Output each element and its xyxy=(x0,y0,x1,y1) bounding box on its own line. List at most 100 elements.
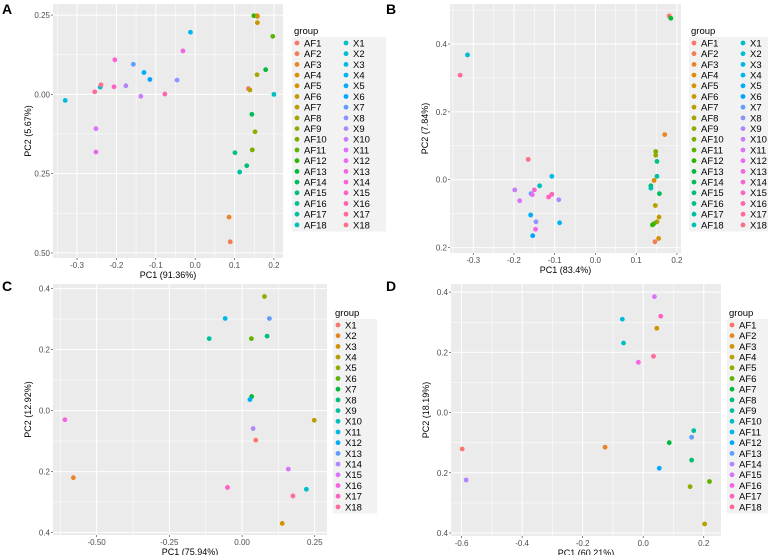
legend-key-icon xyxy=(343,40,349,46)
legend-key-icon xyxy=(335,376,341,381)
legend-key-icon xyxy=(691,94,697,99)
legend-label: X2 xyxy=(345,331,357,342)
legend-key-icon xyxy=(343,51,349,57)
data-point-X13 xyxy=(533,226,538,232)
legend-item-AF5: AF5 xyxy=(729,363,756,374)
legend-item-X6: X6 xyxy=(335,374,357,385)
legend-item-X4: X4 xyxy=(335,353,357,364)
data-point-AF1 xyxy=(459,446,465,452)
legend-key-icon xyxy=(335,365,341,371)
legend-item-X9: X9 xyxy=(740,124,762,135)
legend-item-X7: X7 xyxy=(335,385,357,396)
legend-item-AF17: AF17 xyxy=(691,210,724,221)
legend-key-icon xyxy=(294,62,300,67)
data-point-X11 xyxy=(517,198,523,204)
legend-label: X11 xyxy=(353,145,369,156)
data-point-X3 xyxy=(549,173,555,179)
legend-item-X13: X13 xyxy=(343,167,370,178)
legend-label: X10 xyxy=(750,135,767,146)
x-tick-label: -0.1 xyxy=(149,261,163,270)
panel-A: A -0.3 -0.2 -0.1 0.0 0.1 0.2 0.25 0.00 0.25 0.50 PC… xyxy=(2,1,386,280)
legend-label: X13 xyxy=(353,167,370,178)
legend-key-icon xyxy=(729,493,735,499)
legend-title: group xyxy=(729,308,753,319)
data-point-X1 xyxy=(253,437,259,443)
data-point-X9 xyxy=(206,336,212,341)
legend-key-icon xyxy=(729,322,735,328)
legend-label: X18 xyxy=(353,220,370,231)
data-point-X18 xyxy=(98,82,104,88)
legend-item-X9: X9 xyxy=(335,406,357,417)
legend-key-icon xyxy=(740,222,746,228)
data-point-AF7 xyxy=(247,87,253,93)
legend-label: X4 xyxy=(345,353,357,364)
legend-key-icon xyxy=(691,126,697,131)
data-point-AF16 xyxy=(654,159,660,164)
y-tick-label: 0.2 xyxy=(436,108,448,117)
legend-item-AF11: AF11 xyxy=(294,145,326,156)
data-point-AF2 xyxy=(602,444,608,450)
legend-key-icon xyxy=(294,126,300,131)
legend-key-icon xyxy=(691,222,697,228)
data-point-X18 xyxy=(525,156,531,162)
data-point-AF6 xyxy=(707,479,712,484)
data-point-AF5 xyxy=(687,484,693,490)
y-tick-label: 0.2 xyxy=(437,469,449,478)
legend-key-icon xyxy=(740,62,746,67)
legend-label: X10 xyxy=(353,135,370,146)
data-point-X9 xyxy=(123,83,129,89)
data-point-X14 xyxy=(112,57,118,63)
legend-key-icon xyxy=(740,158,746,164)
legend-item-AF18: AF18 xyxy=(691,220,724,231)
x-tick-label: -0.2 xyxy=(507,256,521,265)
legend-label: AF1 xyxy=(304,38,321,49)
legend-key-icon xyxy=(729,397,735,403)
legend-label: AF3 xyxy=(739,342,756,353)
legend-label: X16 xyxy=(750,199,767,210)
legend-label: X12 xyxy=(345,438,362,449)
y-tick-label: 0.4 xyxy=(437,529,449,538)
legend-key-icon xyxy=(740,201,746,206)
legend-item-X8: X8 xyxy=(740,113,762,124)
data-point-AF10 xyxy=(621,340,626,346)
legend-item-X10: X10 xyxy=(343,135,370,146)
legend-label: X1 xyxy=(750,38,762,49)
legend-label: AF2 xyxy=(739,331,756,342)
legend-item-X11: X11 xyxy=(343,145,369,156)
data-point-AF15 xyxy=(652,294,657,300)
legend-label: X6 xyxy=(750,92,762,103)
legend-key-icon xyxy=(335,386,341,392)
legend-label: AF1 xyxy=(739,320,756,331)
legend-key-icon xyxy=(740,83,746,89)
legend-key-icon xyxy=(729,376,735,381)
legend-key-icon xyxy=(729,418,735,424)
legend-key-icon xyxy=(343,104,349,110)
legend-item-AF6: AF6 xyxy=(691,92,718,103)
plot-background xyxy=(53,284,327,535)
legend-key-background xyxy=(292,37,386,232)
legend-key-icon xyxy=(335,408,341,413)
legend-label: X2 xyxy=(353,49,365,60)
data-point-AF13 xyxy=(689,434,695,440)
legend-label: AF6 xyxy=(304,92,321,103)
legend-item-AF6: AF6 xyxy=(729,374,756,385)
plot-background xyxy=(53,4,283,258)
legend-key-icon xyxy=(343,169,349,174)
data-point-X10 xyxy=(138,93,144,99)
data-point-X13 xyxy=(267,316,272,321)
legend-label: AF10 xyxy=(701,135,724,146)
legend-key-icon xyxy=(740,190,746,196)
legend-label: X12 xyxy=(353,156,370,167)
data-point-AF13 xyxy=(263,67,269,73)
legend-item-AF13: AF13 xyxy=(691,167,724,178)
legend-item-X15: X15 xyxy=(740,188,767,199)
legend-key-icon xyxy=(729,408,735,413)
legend-key-icon xyxy=(294,136,300,142)
legend-label: X16 xyxy=(353,199,370,210)
legend: groupAF1AF2AF3AF4AF5AF6AF7AF8AF9AF10AF11… xyxy=(689,26,768,232)
legend-label: AF16 xyxy=(304,199,327,210)
legend-key-icon xyxy=(691,179,697,185)
legend-key-icon xyxy=(294,147,300,153)
legend-label: AF14 xyxy=(739,460,762,471)
